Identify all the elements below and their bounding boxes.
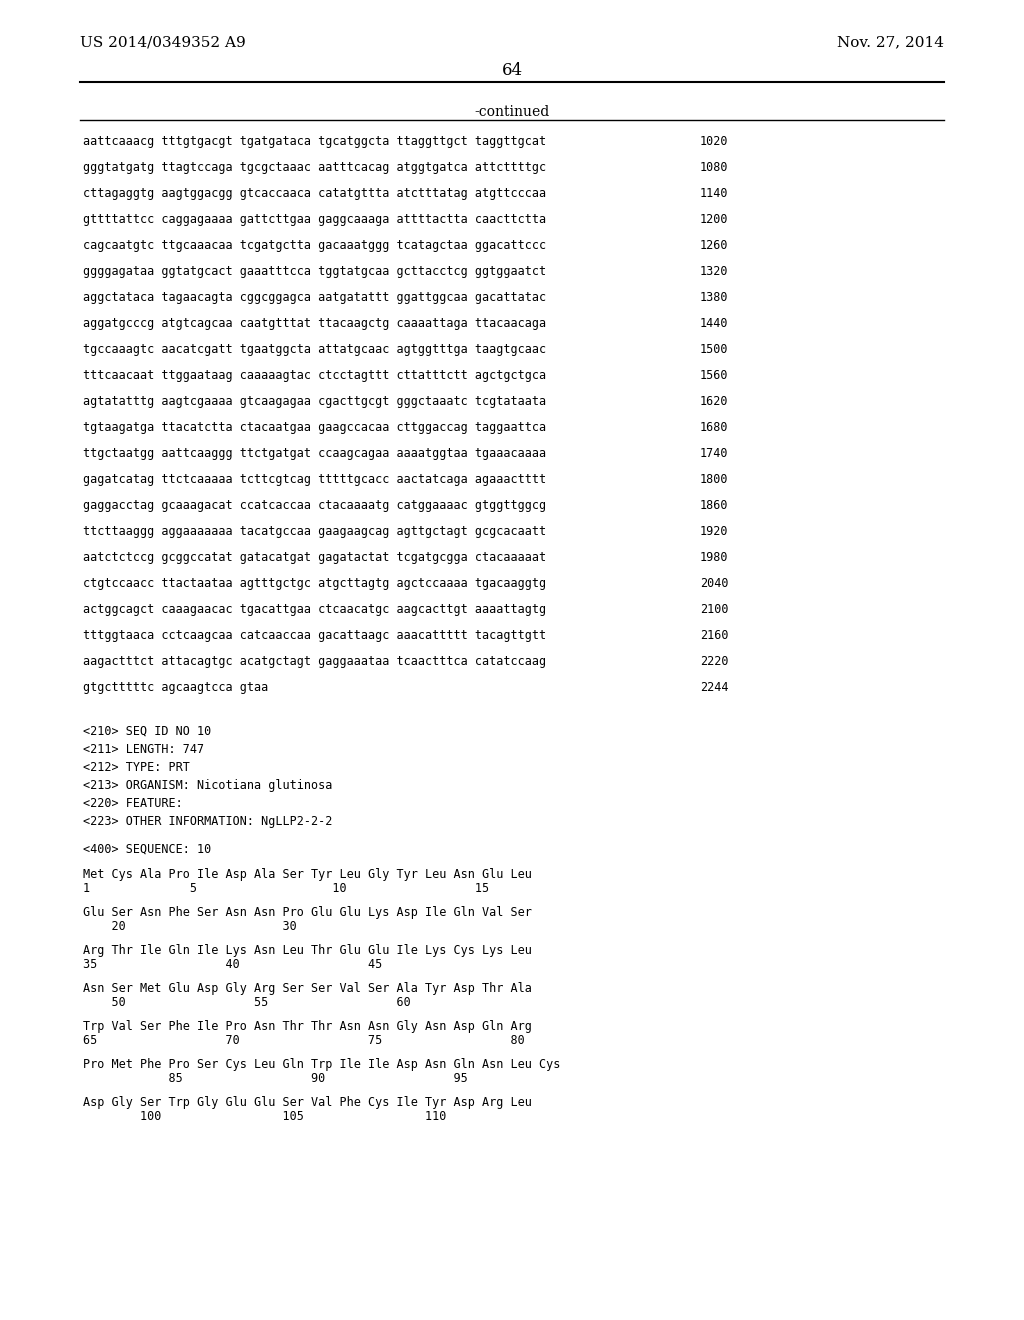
Text: 1680: 1680 xyxy=(700,421,728,434)
Text: 1500: 1500 xyxy=(700,343,728,356)
Text: ctgtccaacc ttactaataa agtttgctgc atgcttagtg agctccaaaa tgacaaggtg: ctgtccaacc ttactaataa agtttgctgc atgctta… xyxy=(83,577,546,590)
Text: 1800: 1800 xyxy=(700,473,728,486)
Text: 1860: 1860 xyxy=(700,499,728,512)
Text: 65                  70                  75                  80: 65 70 75 80 xyxy=(83,1034,524,1047)
Text: 2220: 2220 xyxy=(700,655,728,668)
Text: aattcaaacg tttgtgacgt tgatgataca tgcatggcta ttaggttgct taggttgcat: aattcaaacg tttgtgacgt tgatgataca tgcatgg… xyxy=(83,135,546,148)
Text: <220> FEATURE:: <220> FEATURE: xyxy=(83,797,182,810)
Text: agtatatttg aagtcgaaaa gtcaagagaa cgacttgcgt gggctaaatc tcgtataata: agtatatttg aagtcgaaaa gtcaagagaa cgacttg… xyxy=(83,395,546,408)
Text: 2244: 2244 xyxy=(700,681,728,694)
Text: <223> OTHER INFORMATION: NgLLP2-2-2: <223> OTHER INFORMATION: NgLLP2-2-2 xyxy=(83,814,333,828)
Text: 2100: 2100 xyxy=(700,603,728,616)
Text: 1260: 1260 xyxy=(700,239,728,252)
Text: Arg Thr Ile Gln Ile Lys Asn Leu Thr Glu Glu Ile Lys Cys Lys Leu: Arg Thr Ile Gln Ile Lys Asn Leu Thr Glu … xyxy=(83,944,531,957)
Text: aagactttct attacagtgc acatgctagt gaggaaataa tcaactttca catatccaag: aagactttct attacagtgc acatgctagt gaggaaa… xyxy=(83,655,546,668)
Text: tgtaagatga ttacatctta ctacaatgaa gaagccacaa cttggaccag taggaattca: tgtaagatga ttacatctta ctacaatgaa gaagcca… xyxy=(83,421,546,434)
Text: tttcaacaat ttggaataag caaaaagtac ctcctagttt cttatttctt agctgctgca: tttcaacaat ttggaataag caaaaagtac ctcctag… xyxy=(83,370,546,381)
Text: 35                  40                  45: 35 40 45 xyxy=(83,958,382,972)
Text: 2160: 2160 xyxy=(700,630,728,642)
Text: cttagaggtg aagtggacgg gtcaccaaca catatgttta atctttatag atgttcccaa: cttagaggtg aagtggacgg gtcaccaaca catatgt… xyxy=(83,187,546,201)
Text: 1740: 1740 xyxy=(700,447,728,459)
Text: 1320: 1320 xyxy=(700,265,728,279)
Text: tttggtaaca cctcaagcaa catcaaccaa gacattaagc aaacattttt tacagttgtt: tttggtaaca cctcaagcaa catcaaccaa gacatta… xyxy=(83,630,546,642)
Text: gaggacctag gcaaagacat ccatcaccaa ctacaaaatg catggaaaac gtggttggcg: gaggacctag gcaaagacat ccatcaccaa ctacaaa… xyxy=(83,499,546,512)
Text: ttcttaaggg aggaaaaaaa tacatgccaa gaagaagcag agttgctagt gcgcacaatt: ttcttaaggg aggaaaaaaa tacatgccaa gaagaag… xyxy=(83,525,546,539)
Text: Glu Ser Asn Phe Ser Asn Asn Pro Glu Glu Lys Asp Ile Gln Val Ser: Glu Ser Asn Phe Ser Asn Asn Pro Glu Glu … xyxy=(83,906,531,919)
Text: Asn Ser Met Glu Asp Gly Arg Ser Ser Val Ser Ala Tyr Asp Thr Ala: Asn Ser Met Glu Asp Gly Arg Ser Ser Val … xyxy=(83,982,531,995)
Text: gggtatgatg ttagtccaga tgcgctaaac aatttcacag atggtgatca attcttttgc: gggtatgatg ttagtccaga tgcgctaaac aatttca… xyxy=(83,161,546,174)
Text: 2040: 2040 xyxy=(700,577,728,590)
Text: ttgctaatgg aattcaaggg ttctgatgat ccaagcagaa aaaatggtaa tgaaacaaaa: ttgctaatgg aattcaaggg ttctgatgat ccaagca… xyxy=(83,447,546,459)
Text: gagatcatag ttctcaaaaa tcttcgtcag tttttgcacc aactatcaga agaaactttt: gagatcatag ttctcaaaaa tcttcgtcag tttttgc… xyxy=(83,473,546,486)
Text: 85                  90                  95: 85 90 95 xyxy=(83,1072,468,1085)
Text: Met Cys Ala Pro Ile Asp Ala Ser Tyr Leu Gly Tyr Leu Asn Glu Leu: Met Cys Ala Pro Ile Asp Ala Ser Tyr Leu … xyxy=(83,869,531,880)
Text: 1620: 1620 xyxy=(700,395,728,408)
Text: <400> SEQUENCE: 10: <400> SEQUENCE: 10 xyxy=(83,843,211,855)
Text: aatctctccg gcggccatat gatacatgat gagatactat tcgatgcgga ctacaaaaat: aatctctccg gcggccatat gatacatgat gagatac… xyxy=(83,550,546,564)
Text: 1140: 1140 xyxy=(700,187,728,201)
Text: Pro Met Phe Pro Ser Cys Leu Gln Trp Ile Ile Asp Asn Gln Asn Leu Cys: Pro Met Phe Pro Ser Cys Leu Gln Trp Ile … xyxy=(83,1059,560,1071)
Text: 1980: 1980 xyxy=(700,550,728,564)
Text: tgccaaagtc aacatcgatt tgaatggcta attatgcaac agtggtttga taagtgcaac: tgccaaagtc aacatcgatt tgaatggcta attatgc… xyxy=(83,343,546,356)
Text: Nov. 27, 2014: Nov. 27, 2014 xyxy=(837,36,944,49)
Text: ggggagataa ggtatgcact gaaatttcca tggtatgcaa gcttacctcg ggtggaatct: ggggagataa ggtatgcact gaaatttcca tggtatg… xyxy=(83,265,546,279)
Text: 1080: 1080 xyxy=(700,161,728,174)
Text: 1920: 1920 xyxy=(700,525,728,539)
Text: 1              5                   10                  15: 1 5 10 15 xyxy=(83,882,489,895)
Text: gtgctttttc agcaagtcca gtaa: gtgctttttc agcaagtcca gtaa xyxy=(83,681,268,694)
Text: 1560: 1560 xyxy=(700,370,728,381)
Text: Trp Val Ser Phe Ile Pro Asn Thr Thr Asn Asn Gly Asn Asp Gln Arg: Trp Val Ser Phe Ile Pro Asn Thr Thr Asn … xyxy=(83,1020,531,1034)
Text: -continued: -continued xyxy=(474,106,550,119)
Text: 1380: 1380 xyxy=(700,290,728,304)
Text: aggatgcccg atgtcagcaa caatgtttat ttacaagctg caaaattaga ttacaacaga: aggatgcccg atgtcagcaa caatgtttat ttacaag… xyxy=(83,317,546,330)
Text: <212> TYPE: PRT: <212> TYPE: PRT xyxy=(83,762,189,774)
Text: <211> LENGTH: 747: <211> LENGTH: 747 xyxy=(83,743,204,756)
Text: US 2014/0349352 A9: US 2014/0349352 A9 xyxy=(80,36,246,49)
Text: 64: 64 xyxy=(502,62,522,79)
Text: Asp Gly Ser Trp Gly Glu Glu Ser Val Phe Cys Ile Tyr Asp Arg Leu: Asp Gly Ser Trp Gly Glu Glu Ser Val Phe … xyxy=(83,1096,531,1109)
Text: gttttattcc caggagaaaa gattcttgaa gaggcaaaga attttactta caacttctta: gttttattcc caggagaaaa gattcttgaa gaggcaa… xyxy=(83,213,546,226)
Text: 50                  55                  60: 50 55 60 xyxy=(83,997,411,1008)
Text: 100                 105                 110: 100 105 110 xyxy=(83,1110,446,1123)
Text: cagcaatgtc ttgcaaacaa tcgatgctta gacaaatggg tcatagctaa ggacattccc: cagcaatgtc ttgcaaacaa tcgatgctta gacaaat… xyxy=(83,239,546,252)
Text: 1440: 1440 xyxy=(700,317,728,330)
Text: <213> ORGANISM: Nicotiana glutinosa: <213> ORGANISM: Nicotiana glutinosa xyxy=(83,779,333,792)
Text: 1200: 1200 xyxy=(700,213,728,226)
Text: 1020: 1020 xyxy=(700,135,728,148)
Text: actggcagct caaagaacac tgacattgaa ctcaacatgc aagcacttgt aaaattagtg: actggcagct caaagaacac tgacattgaa ctcaaca… xyxy=(83,603,546,616)
Text: 20                      30: 20 30 xyxy=(83,920,297,933)
Text: <210> SEQ ID NO 10: <210> SEQ ID NO 10 xyxy=(83,725,211,738)
Text: aggctataca tagaacagta cggcggagca aatgatattt ggattggcaa gacattatac: aggctataca tagaacagta cggcggagca aatgata… xyxy=(83,290,546,304)
